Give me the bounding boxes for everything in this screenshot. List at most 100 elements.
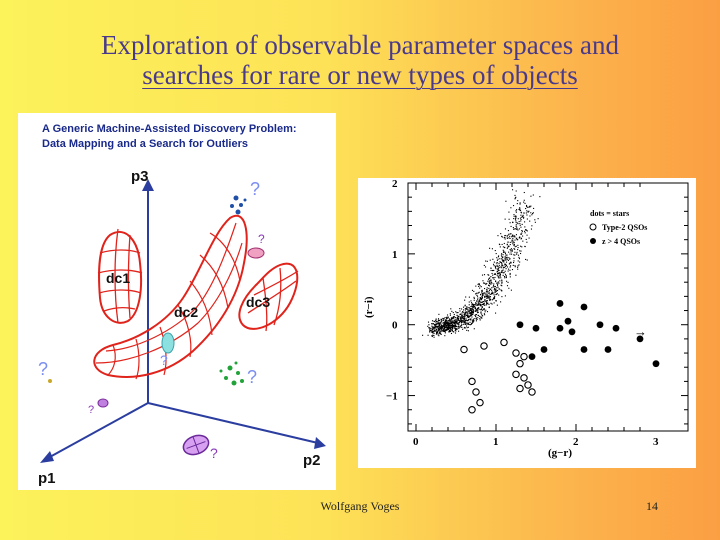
- star-dot: [461, 314, 463, 316]
- star-dot: [449, 329, 451, 331]
- star-dot: [476, 295, 479, 297]
- star-dot: [493, 273, 495, 275]
- star-dot: [462, 321, 464, 323]
- star-dot: [486, 291, 488, 293]
- star-dot: [454, 316, 456, 319]
- star-dot: [428, 327, 430, 329]
- star-dot: [488, 303, 490, 305]
- star-dot: [454, 321, 456, 323]
- star-dot: [458, 322, 461, 324]
- star-dot: [450, 317, 452, 319]
- star-dot: [477, 297, 479, 299]
- star-dot: [452, 312, 454, 314]
- star-dot: [519, 252, 522, 255]
- star-dot: [482, 300, 484, 303]
- star-dot: [518, 264, 520, 266]
- y-tick-labels: 2 1 0 −1: [386, 178, 398, 403]
- star-dot: [501, 236, 503, 238]
- star-dot: [515, 228, 517, 230]
- star-dot: [461, 312, 463, 314]
- question-icon: ?: [160, 352, 168, 368]
- star-dot: [446, 324, 448, 327]
- star-dot: [505, 234, 507, 237]
- star-dot: [443, 329, 445, 331]
- star-dot: [450, 308, 452, 310]
- star-dot: [462, 315, 464, 317]
- star-dot: [446, 319, 448, 321]
- star-dot: [475, 285, 477, 287]
- star-dot: [457, 322, 459, 324]
- star-dot: [504, 277, 506, 279]
- star-dot: [467, 309, 469, 311]
- star-dot: [446, 317, 448, 320]
- star-dot: [439, 332, 441, 334]
- star-dot: [491, 282, 493, 284]
- star-dot: [457, 311, 459, 314]
- star-dot: [490, 267, 492, 269]
- star-dot: [486, 302, 488, 304]
- star-dot: [472, 308, 474, 311]
- star-dot: [480, 298, 482, 300]
- star-dot: [492, 258, 494, 260]
- star-dot: [515, 215, 517, 217]
- star-dot: [434, 327, 436, 329]
- star-dot: [501, 259, 503, 261]
- star-dot: [459, 310, 461, 312]
- star-dot: [433, 326, 435, 328]
- star-dot: [447, 316, 449, 318]
- x-tick-label: 0: [413, 436, 419, 448]
- star-dot: [506, 254, 508, 256]
- star-dot: [514, 251, 516, 253]
- star-dot: [529, 215, 531, 217]
- star-dot: [446, 314, 449, 316]
- star-dot: [511, 234, 513, 236]
- star-dot: [526, 241, 528, 243]
- star-dot: [457, 319, 459, 321]
- star-dot: [446, 322, 448, 324]
- star-dot: [502, 249, 504, 251]
- star-dot: [441, 327, 443, 329]
- star-dot: [453, 315, 455, 318]
- star-dot: [451, 310, 453, 312]
- star-dot: [471, 289, 474, 291]
- star-dot: [452, 320, 454, 322]
- star-dot: [515, 217, 517, 220]
- star-dot: [437, 329, 439, 331]
- star-dot: [484, 296, 486, 299]
- star-dot: [476, 294, 478, 296]
- star-dot: [493, 289, 495, 291]
- star-dot: [526, 218, 528, 220]
- star-dot: [483, 301, 485, 303]
- star-dot: [433, 328, 435, 330]
- star-dot: [488, 298, 490, 300]
- star-dot: [470, 313, 472, 315]
- star-dot: [511, 269, 514, 271]
- star-dot: [475, 315, 477, 317]
- star-dot: [471, 309, 473, 311]
- star-dot: [448, 331, 450, 333]
- star-dot: [504, 251, 506, 253]
- star-dot: [519, 209, 522, 211]
- star-dot: [470, 312, 472, 314]
- star-dot: [465, 314, 467, 316]
- star-dot: [451, 317, 453, 320]
- star-dot: [498, 273, 500, 275]
- star-dot: [520, 226, 522, 228]
- star-dot: [465, 317, 467, 319]
- star-dot: [477, 292, 480, 294]
- star-dot: [502, 267, 504, 269]
- star-dot: [457, 316, 459, 318]
- star-dot: [504, 266, 506, 268]
- star-dot: [519, 261, 521, 263]
- star-dot: [453, 322, 455, 324]
- star-dot: [515, 210, 517, 212]
- star-dot: [471, 322, 473, 324]
- star-dot: [457, 323, 459, 325]
- star-dot: [513, 254, 515, 256]
- star-dot: [434, 321, 436, 323]
- star-dot: [460, 322, 463, 324]
- star-dot: [444, 319, 446, 321]
- star-dot: [462, 320, 464, 322]
- star-dot: [445, 326, 447, 328]
- star-dot: [500, 284, 502, 286]
